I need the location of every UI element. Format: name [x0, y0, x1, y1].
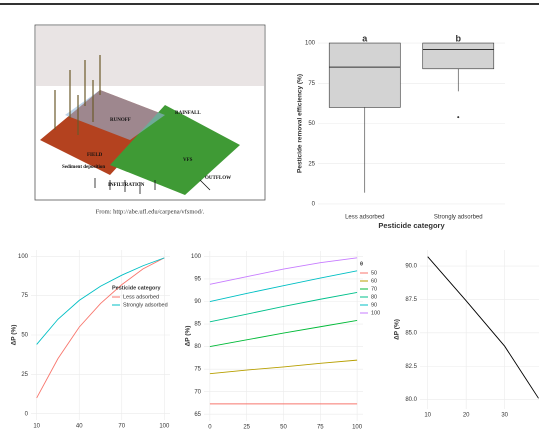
x-tick-label: 10	[33, 424, 40, 430]
legend-label: 70	[371, 286, 377, 292]
y-tick-label: 75	[308, 81, 315, 87]
illustration-label: VFS	[183, 158, 193, 163]
illustration-label: RUNOFF	[110, 118, 131, 123]
y-tick-label: 50	[308, 121, 315, 127]
x-tick-label: 10	[424, 413, 431, 419]
annotation: a	[362, 33, 368, 43]
y-tick-label: 50	[21, 333, 28, 339]
line	[37, 258, 165, 345]
illustration-label: INFILTRATION	[108, 183, 145, 188]
y-tick-label: 100	[18, 254, 29, 260]
x-tick-label: 100	[352, 425, 363, 430]
x-tick-label: 30	[501, 413, 508, 419]
x-tick-label: 75	[317, 425, 324, 430]
y-tick-label: 87.5	[405, 297, 417, 303]
y-tick-label: 75	[194, 367, 201, 373]
legend-label: Strongly adsorbed	[123, 302, 168, 308]
x-tick-label: Strongly adsorbed	[434, 215, 483, 221]
illustration-label: FIELD	[87, 153, 103, 158]
annotation: b	[456, 33, 462, 43]
y-axis-label: ΔP (%)	[185, 326, 192, 347]
y-tick-label: 95	[194, 277, 201, 283]
illustration-label: Sediment deposition	[62, 165, 105, 170]
x-tick-label: 100	[159, 424, 170, 430]
illustration: RAINFALL RUNOFF FIELD VFS Sediment depos…	[35, 25, 265, 200]
x-tick-label: 40	[76, 424, 83, 430]
y-tick-label: 90.0	[405, 264, 417, 270]
box	[423, 43, 494, 69]
x-tick-label: 70	[118, 424, 125, 430]
legend-title: θ	[360, 261, 363, 267]
legend-label: 50	[371, 270, 377, 276]
y-tick-label: 85.0	[405, 330, 417, 336]
line	[37, 258, 165, 398]
y-tick-label: 82.5	[405, 364, 417, 370]
y-axis-label: ΔP (%)	[11, 325, 18, 346]
y-tick-label: 65	[194, 412, 201, 418]
x-axis-label: Pesticide category	[378, 221, 445, 230]
y-tick-label: 0	[312, 202, 316, 208]
caption: From: http://abe.ufl.edu/carpena/vfsmod/…	[96, 208, 205, 215]
x-tick-label: 25	[243, 425, 250, 430]
x-tick-label: Less adsorbed	[345, 215, 384, 221]
y-tick-label: 25	[308, 161, 315, 167]
y-tick-label: 0	[25, 411, 29, 417]
legend-title: Pesticide category	[112, 285, 162, 291]
legend-label: 100	[371, 310, 380, 316]
legend-label: Less adsorbed	[123, 294, 159, 300]
x-tick-label: 0	[208, 425, 212, 430]
illustration-label: OUTFLOW	[205, 176, 231, 181]
y-tick-label: 75	[21, 293, 28, 299]
illustration-label: RAINFALL	[175, 111, 201, 116]
y-tick-label: 85	[194, 322, 201, 328]
x-tick-label: 50	[280, 425, 287, 430]
legend-label: 90	[371, 302, 377, 308]
y-tick-label: 80	[194, 344, 201, 350]
figure: RAINFALL RUNOFF FIELD VFS Sediment depos…	[0, 0, 539, 430]
y-tick-label: 100	[191, 254, 202, 260]
box	[329, 43, 400, 107]
y-tick-label: 90	[194, 299, 201, 305]
y-tick-label: 25	[21, 372, 28, 378]
legend-label: 60	[371, 278, 377, 284]
y-axis-label: ΔP (%)	[394, 319, 401, 340]
x-tick-label: 20	[463, 413, 470, 419]
legend-label: 80	[371, 294, 377, 300]
line	[428, 257, 539, 399]
outlier	[457, 116, 459, 118]
y-tick-label: 70	[194, 389, 201, 395]
y-axis-label: Pesticide removal efficiency (%)	[297, 74, 304, 173]
y-tick-label: 100	[305, 41, 316, 47]
y-tick-label: 80.0	[405, 397, 417, 403]
